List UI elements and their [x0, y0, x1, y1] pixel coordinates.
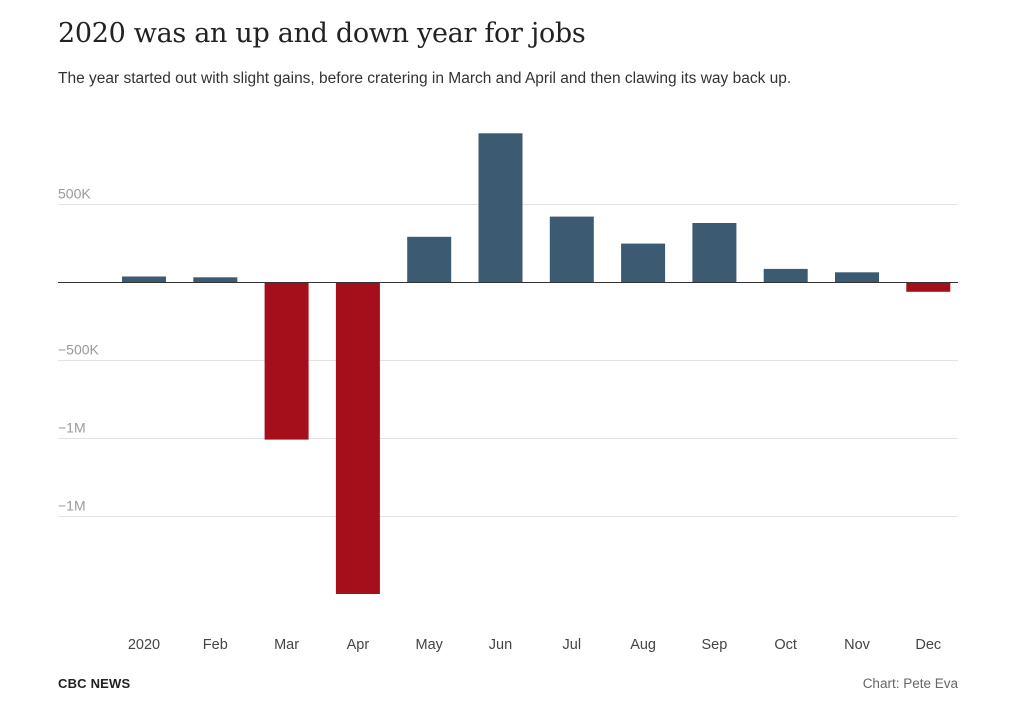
chart-title: 2020 was an up and down year for jobs [58, 18, 586, 49]
x-tick-label: Oct [774, 637, 797, 653]
chart-subtitle: The year started out with slight gains, … [58, 70, 792, 87]
bars [122, 133, 951, 594]
bar-aug [621, 243, 666, 282]
labels: 500K −500K −1M −1M 2020 Feb Mar Apr May Jun Jul Aug… [58, 186, 941, 654]
x-tick-label: Jun [489, 637, 512, 653]
bar-sep [692, 223, 737, 282]
x-tick-label: Mar [274, 637, 299, 653]
y-tick-label: 500K [58, 186, 91, 202]
x-tick-label: Apr [347, 637, 370, 653]
chart-credit: Chart: Pete Eva [862, 676, 958, 691]
bar-nov [835, 272, 879, 282]
x-tick-label: 2020 [128, 637, 160, 653]
x-tick-label: Dec [915, 637, 941, 653]
bar-may [407, 236, 452, 282]
x-tick-label: Feb [203, 637, 228, 653]
x-tick-label: Sep [701, 637, 727, 653]
bar-oct [763, 268, 808, 282]
bar-dec [906, 282, 951, 292]
bar-mar [264, 282, 309, 440]
bar-jun [478, 133, 523, 282]
y-tick-label: −1M [58, 498, 86, 514]
x-tick-label: Aug [630, 637, 656, 653]
x-tick-label: May [415, 637, 443, 653]
y-tick-label: −1M [58, 420, 86, 436]
brand-logo-text: CBC NEWS [58, 676, 131, 691]
bar-2020 [122, 276, 166, 282]
y-tick-label: −500K [58, 342, 100, 358]
x-tick-label: Jul [563, 637, 582, 653]
x-tick-label: Nov [844, 637, 871, 653]
bar-apr [335, 282, 380, 594]
bar-jul [549, 216, 594, 282]
bar-feb [193, 277, 238, 282]
